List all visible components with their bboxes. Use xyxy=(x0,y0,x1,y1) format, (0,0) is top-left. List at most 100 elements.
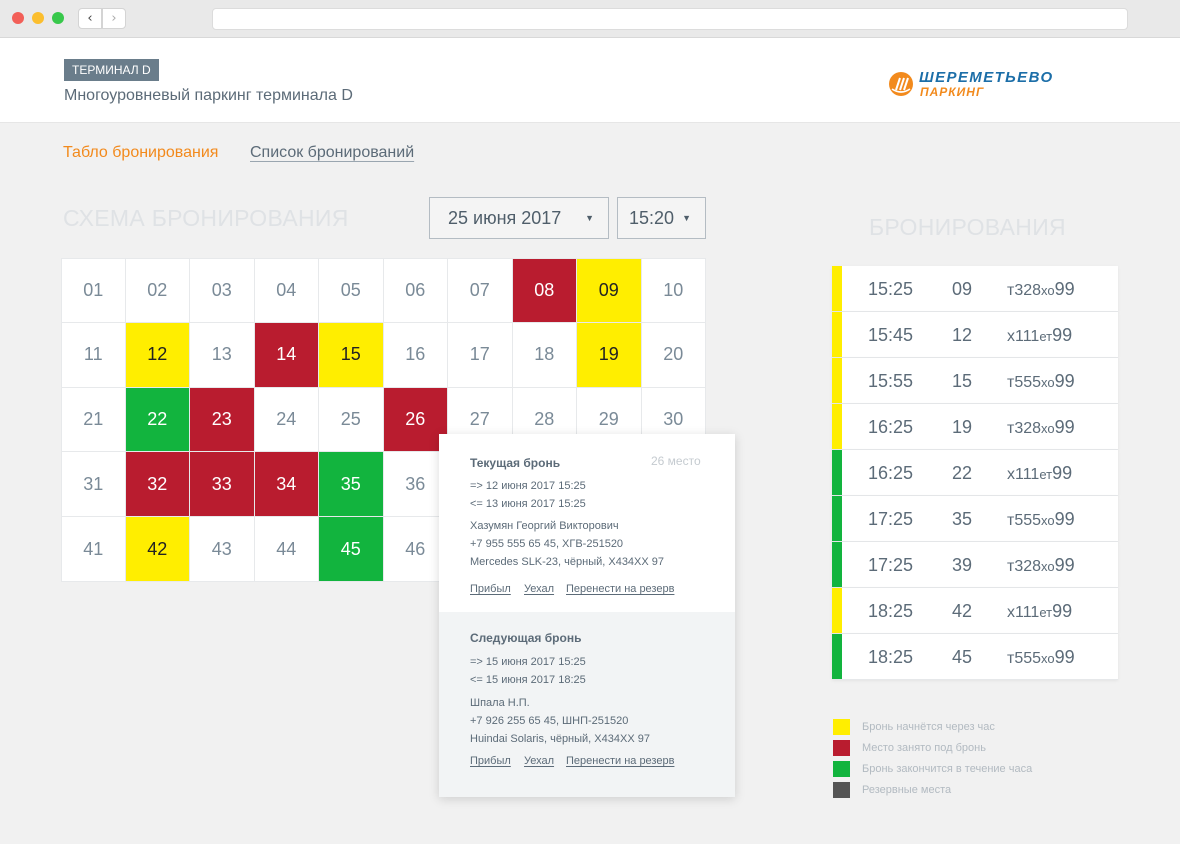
parking-spot[interactable]: 15 xyxy=(319,322,384,388)
browser-forward-button[interactable]: › xyxy=(102,8,126,29)
booking-place: 09 xyxy=(952,279,973,299)
parking-spot[interactable]: 31 xyxy=(61,452,126,518)
parking-spot[interactable]: 35 xyxy=(319,452,384,518)
parking-spot[interactable]: 33 xyxy=(190,452,255,518)
current-car: Mercedes SLK-23, чёрный, Х434ХХ 97 xyxy=(470,556,665,568)
parking-spot[interactable]: 16 xyxy=(383,322,448,388)
parking-spot[interactable]: 05 xyxy=(319,258,384,323)
booking-row[interactable]: 15:25 09 т328хо99 xyxy=(832,266,1118,312)
parking-spot[interactable]: 17 xyxy=(448,322,513,388)
plate-prefix: т328 xyxy=(1007,558,1042,575)
time-select[interactable]: 15:20 ▼ xyxy=(617,197,706,239)
parking-spot[interactable]: 20 xyxy=(641,322,706,388)
window-close-button[interactable] xyxy=(12,12,24,24)
parking-spot[interactable]: 32 xyxy=(125,452,190,518)
booking-place: 22 xyxy=(952,463,973,483)
current-booking-title: Текущая бронь xyxy=(470,456,561,470)
plate-series: хо xyxy=(1041,375,1055,390)
tab-booking-board[interactable]: Табло бронирования xyxy=(63,144,219,161)
booking-row[interactable]: 15:45 12 х111ет99 xyxy=(832,312,1118,358)
parking-spot[interactable]: 11 xyxy=(61,322,126,388)
booking-row[interactable]: 16:25 19 т328хо99 xyxy=(832,404,1118,450)
plate-prefix: х111 xyxy=(1007,328,1040,345)
date-select[interactable]: 25 июня 2017 ▼ xyxy=(429,197,609,239)
booking-plate: х111ет99 xyxy=(1007,463,1072,484)
parking-spot[interactable]: 01 xyxy=(61,258,126,323)
plate-series: ет xyxy=(1039,605,1053,620)
booking-row[interactable]: 18:25 45 т555хо99 xyxy=(832,634,1118,680)
booking-plate: х111ет99 xyxy=(1007,601,1072,622)
plate-prefix: т328 xyxy=(1007,282,1042,299)
parking-spot[interactable]: 45 xyxy=(319,517,384,582)
next-arrived-link[interactable]: Прибыл xyxy=(470,755,511,767)
plate-prefix: т555 xyxy=(1007,512,1042,529)
booking-plate: т328хо99 xyxy=(1007,279,1075,300)
chevron-right-icon: › xyxy=(111,11,117,26)
booking-plate: т328хо99 xyxy=(1007,555,1075,576)
logo-name: ШЕРЕМЕТЬЕВО xyxy=(919,69,1054,86)
parking-spot[interactable]: 06 xyxy=(383,258,448,323)
window-maximize-button[interactable] xyxy=(52,12,64,24)
parking-spot[interactable]: 43 xyxy=(190,517,255,582)
parking-spot[interactable]: 46 xyxy=(383,517,448,582)
window-minimize-button[interactable] xyxy=(32,12,44,24)
current-left-link[interactable]: Уехал xyxy=(524,583,555,595)
parking-spot[interactable]: 14 xyxy=(254,322,319,388)
parking-spot[interactable]: 41 xyxy=(61,517,126,582)
booking-status-bar xyxy=(832,634,842,679)
booking-status-bar xyxy=(832,404,842,449)
tab-booking-list[interactable]: Список бронирований xyxy=(250,144,415,161)
parking-spot[interactable]: 12 xyxy=(125,322,190,388)
parking-spot[interactable]: 24 xyxy=(254,387,319,453)
logo[interactable]: ШЕРЕМЕТЬЕВО ПАРКИНГ xyxy=(887,68,1087,102)
parking-spot[interactable]: 18 xyxy=(512,322,577,388)
browser-back-button[interactable]: ‹ xyxy=(78,8,102,29)
parking-spot[interactable]: 10 xyxy=(641,258,706,323)
legend-label: Бронь закончится в течение часа xyxy=(862,763,1033,775)
parking-spot[interactable]: 13 xyxy=(190,322,255,388)
next-move-to-reserve-link[interactable]: Перенести на резерв xyxy=(566,755,675,767)
next-left-link[interactable]: Уехал xyxy=(524,755,555,767)
parking-spot[interactable]: 08 xyxy=(512,258,577,323)
booking-time: 16:25 xyxy=(868,417,914,437)
booking-row[interactable]: 16:25 22 х111ет99 xyxy=(832,450,1118,496)
parking-spot[interactable]: 23 xyxy=(190,387,255,453)
plate-region: 99 xyxy=(1052,325,1073,345)
parking-spot[interactable]: 21 xyxy=(61,387,126,453)
parking-spot[interactable]: 03 xyxy=(190,258,255,323)
booking-row[interactable]: 17:25 39 т328хо99 xyxy=(832,542,1118,588)
current-arrived-link[interactable]: Прибыл xyxy=(470,583,511,595)
current-move-to-reserve-link[interactable]: Перенести на резерв xyxy=(566,583,675,595)
booking-row[interactable]: 18:25 42 х111ет99 xyxy=(832,588,1118,634)
current-arrive: => 12 июня 2017 15:25 xyxy=(470,480,586,492)
next-car: Huindai Solaris, чёрный, Х434ХХ 97 xyxy=(470,733,650,745)
plate-region: 99 xyxy=(1054,417,1075,437)
booking-plate: х111ет99 xyxy=(1007,325,1072,346)
parking-spot[interactable]: 42 xyxy=(125,517,190,582)
booking-time: 18:25 xyxy=(868,647,914,667)
parking-spot[interactable]: 36 xyxy=(383,452,448,518)
booking-plate: т555хо99 xyxy=(1007,371,1075,392)
plate-series: ет xyxy=(1039,329,1053,344)
booking-time: 17:25 xyxy=(868,555,914,575)
parking-spot[interactable]: 22 xyxy=(125,387,190,453)
parking-spot[interactable]: 44 xyxy=(254,517,319,582)
parking-spot[interactable]: 19 xyxy=(577,322,642,388)
parking-spot[interactable]: 34 xyxy=(254,452,319,518)
booking-place: 12 xyxy=(952,325,973,345)
terminal-badge: ТЕРМИНАЛ D xyxy=(64,59,159,81)
parking-spot[interactable]: 25 xyxy=(319,387,384,453)
parking-spot[interactable]: 09 xyxy=(577,258,642,323)
parking-spot[interactable]: 02 xyxy=(125,258,190,323)
parking-spot[interactable]: 04 xyxy=(254,258,319,323)
parking-spot[interactable]: 26 xyxy=(383,387,448,453)
address-bar[interactable] xyxy=(212,8,1128,30)
booking-row[interactable]: 17:25 35 т555хо99 xyxy=(832,496,1118,542)
plate-region: 99 xyxy=(1052,601,1073,621)
parking-spot[interactable]: 07 xyxy=(448,258,513,323)
booking-plate: т328хо99 xyxy=(1007,417,1075,438)
legend-label: Резервные места xyxy=(862,784,952,796)
booking-status-bar xyxy=(832,358,842,403)
plate-series: ет xyxy=(1039,467,1053,482)
booking-row[interactable]: 15:55 15 т555хо99 xyxy=(832,358,1118,404)
